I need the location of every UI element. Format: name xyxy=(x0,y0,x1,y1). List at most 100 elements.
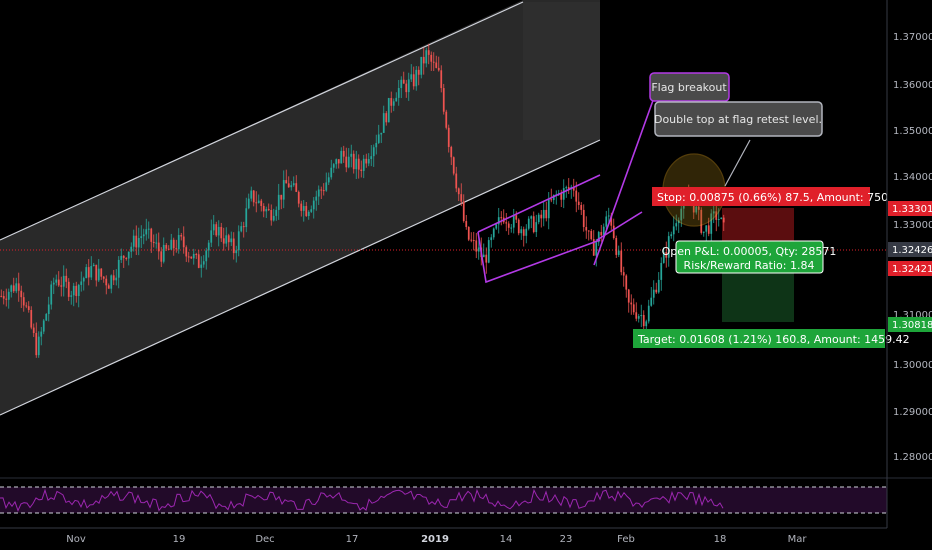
candle-body xyxy=(407,79,410,93)
y-tick: 1.28000 xyxy=(893,452,932,463)
candle-body xyxy=(307,211,310,217)
candle-body xyxy=(475,240,478,252)
candle-body xyxy=(585,227,588,231)
candle-body xyxy=(95,264,98,281)
annotation-flag-breakout[interactable]: Flag breakout xyxy=(649,72,730,102)
candle-body xyxy=(72,285,75,296)
candle-body xyxy=(495,224,498,229)
candle-body xyxy=(547,199,550,219)
candle-body xyxy=(505,222,508,224)
candle-body xyxy=(422,56,425,64)
candle-body xyxy=(165,244,168,249)
candle-body xyxy=(717,218,720,220)
candle-body xyxy=(237,231,240,251)
candle-body xyxy=(455,173,458,189)
candle-body xyxy=(270,209,273,221)
candle-body xyxy=(415,69,418,87)
candle-body xyxy=(562,188,565,200)
candle-body xyxy=(187,256,190,258)
candle-body xyxy=(360,169,363,171)
candle-body xyxy=(152,241,155,243)
candle-body xyxy=(85,267,88,279)
candle-body xyxy=(535,222,538,233)
candle-body xyxy=(680,208,683,221)
candle-body xyxy=(650,297,653,306)
candle-body xyxy=(87,267,90,278)
candle-body xyxy=(102,276,105,279)
candle-body xyxy=(630,302,633,305)
candle-body xyxy=(695,206,698,213)
candle-body xyxy=(62,275,65,287)
y-tick: 1.36000 xyxy=(893,80,932,91)
candle-body xyxy=(580,204,583,210)
candle-body xyxy=(660,262,663,280)
candle-body xyxy=(520,229,523,234)
candle-body xyxy=(472,240,475,242)
candle-body xyxy=(712,211,715,214)
candle-body xyxy=(500,217,503,219)
candle-body xyxy=(302,206,305,211)
candle-body xyxy=(677,220,680,224)
candle-body xyxy=(255,202,258,204)
oscillator-line xyxy=(0,488,724,512)
candle-body xyxy=(542,209,545,219)
candle-body xyxy=(597,231,600,243)
candle-body xyxy=(362,158,365,171)
candle-body xyxy=(525,228,528,236)
candle-body xyxy=(135,235,138,248)
annotation-double-top[interactable]: Double top at flag retest level. xyxy=(654,101,823,137)
candle-body xyxy=(115,277,118,281)
candle-body xyxy=(15,283,18,292)
candle-body xyxy=(337,159,340,164)
candle-body xyxy=(2,296,5,299)
candle-body xyxy=(470,239,473,241)
candle-body xyxy=(705,225,708,232)
x-tick: 23 xyxy=(560,534,573,545)
target-label: Target: 0.01608 (1.21%) 160.8, Amount: 1… xyxy=(637,333,910,346)
candle-body xyxy=(530,216,533,219)
candle-body xyxy=(317,189,320,197)
candle-body xyxy=(385,113,388,123)
price-label-target-box xyxy=(888,317,932,332)
candle-body xyxy=(12,285,15,292)
candle-body xyxy=(242,226,245,228)
candle-body xyxy=(537,214,540,223)
candle-body xyxy=(697,206,700,210)
candle-body xyxy=(400,79,403,89)
candle-body xyxy=(347,156,350,168)
candle-body xyxy=(60,285,63,287)
candle-body xyxy=(675,223,678,227)
candle-body xyxy=(157,242,160,252)
candle-body xyxy=(662,252,665,263)
candle-body xyxy=(355,158,358,170)
candle-body xyxy=(637,316,640,319)
candle-body xyxy=(67,281,70,297)
candle-body xyxy=(522,229,525,236)
candle-body xyxy=(42,320,45,332)
candle-body xyxy=(207,242,210,251)
x-tick: 2019 xyxy=(421,534,449,545)
candle-body xyxy=(35,332,38,356)
candle-body xyxy=(700,209,703,233)
candle-body xyxy=(647,305,650,322)
candle-body xyxy=(417,69,420,75)
annotation-flag-breakout-box xyxy=(649,72,730,102)
candle-body xyxy=(17,283,20,291)
candle-body xyxy=(612,225,615,239)
y-tick: 1.31000 xyxy=(893,310,932,321)
candle-body xyxy=(665,252,668,258)
candle-body xyxy=(640,315,643,317)
candle-body xyxy=(615,238,618,255)
candle-body xyxy=(635,312,638,319)
candle-body xyxy=(507,223,510,228)
candle-body xyxy=(225,235,228,244)
y-tick: 1.35000 xyxy=(893,126,932,137)
candle-body xyxy=(322,190,325,192)
candle-body xyxy=(182,236,185,248)
candle-body xyxy=(575,190,578,202)
candle-body xyxy=(110,275,113,289)
candle-body xyxy=(212,224,215,231)
candle-body xyxy=(512,215,515,228)
candle-body xyxy=(577,201,580,205)
